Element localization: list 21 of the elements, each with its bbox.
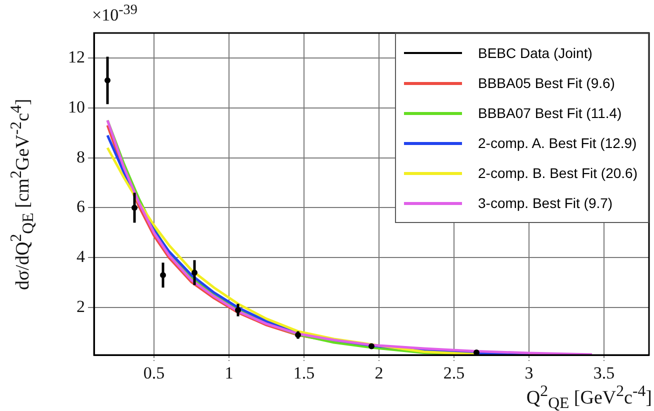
x-tick-label: 2.5 xyxy=(443,364,465,383)
text: ×10$^{-39}$ xyxy=(92,2,138,26)
x-axis-title: Q$^{2}$$_{QE}$ [GeV$^{2}$c$^{-4}$] xyxy=(526,383,652,411)
x-tick-label: 1 xyxy=(224,364,234,383)
x-tick-label: 3 xyxy=(524,364,534,383)
y-tick-label: 2 xyxy=(76,297,85,316)
y-tick-label: 12 xyxy=(68,47,85,66)
legend-label: BBBA07 Best Fit (11.4) xyxy=(478,105,622,121)
legend-label: BEBC Data (Joint) xyxy=(478,45,592,61)
x-tick-label: 0.5 xyxy=(143,364,165,383)
y-tick-label: 8 xyxy=(76,147,85,166)
legend-label: 2-comp. B. Best Fit (20.6) xyxy=(478,165,638,181)
y-tick-label: 10 xyxy=(68,97,85,116)
x-tick-label: 2 xyxy=(374,364,384,383)
y-tick-label: 6 xyxy=(76,197,85,216)
legend-label: BBBA05 Best Fit (9.6) xyxy=(478,75,615,91)
legend-label: 2-comp. A. Best Fit (12.9) xyxy=(478,135,637,151)
legend-label: 3-comp. Best Fit (9.7) xyxy=(478,195,613,211)
x-tick-label: 1.5 xyxy=(293,364,315,383)
y-tick-label: 4 xyxy=(76,247,86,266)
x-tick-label: 3.5 xyxy=(593,364,615,383)
